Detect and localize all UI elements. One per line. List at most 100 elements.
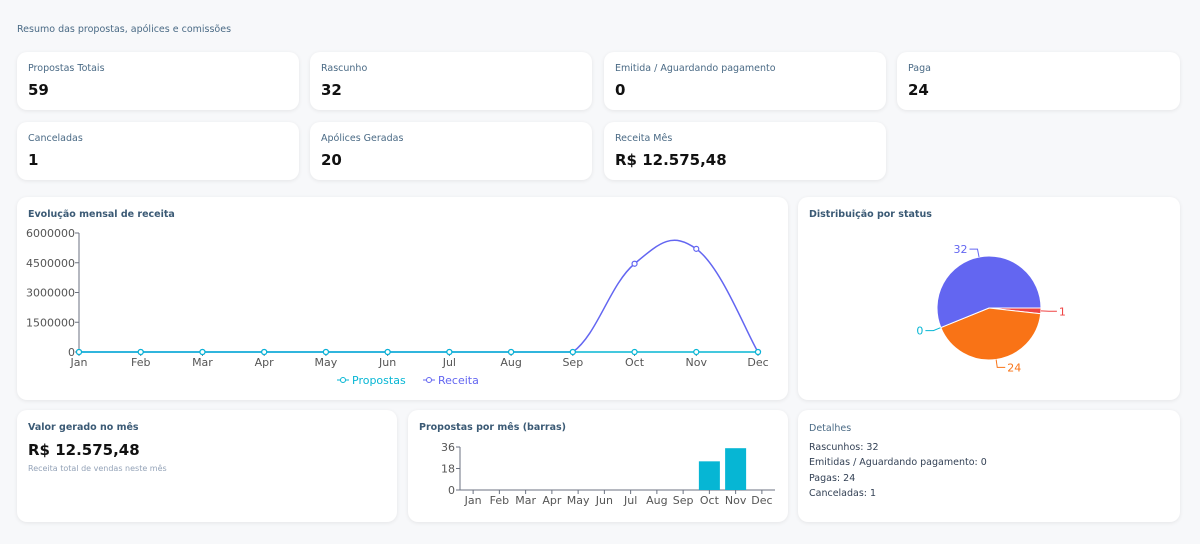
- kpi-label: Propostas Totais: [28, 63, 105, 74]
- x-tick-label: Jun: [378, 356, 396, 369]
- legend-marker-dot: [426, 377, 432, 383]
- data-point: [75, 348, 83, 356]
- pie-label-line: [925, 327, 942, 332]
- pie-chart-card: Distribuição por status 1 24 0 32: [798, 197, 1180, 400]
- series-line-receita: [79, 239, 759, 353]
- x-tick-label: Jan: [464, 494, 482, 507]
- kpi-label: Receita Mês: [615, 133, 673, 144]
- pie-label: 1: [1059, 305, 1066, 318]
- x-tick-label: Jul: [442, 356, 456, 369]
- x-tick-label: Jun: [595, 494, 613, 507]
- x-tick-label: Mar: [192, 356, 213, 369]
- x-tick-label: Apr: [542, 494, 562, 507]
- kpi-card-apolices: Apólices Geradas 20: [310, 122, 592, 180]
- x-tick-label: Jul: [623, 494, 637, 507]
- pie-slice: [940, 307, 1042, 361]
- x-tick-label: Jan: [70, 356, 88, 369]
- line-chart-card: Evolução mensal de receita 0 1500000 30000…: [17, 197, 788, 400]
- data-point: [693, 245, 700, 252]
- y-tick-label: 1500000: [26, 316, 75, 329]
- kpi-card-receita-mes: Receita Mês R$ 12.575,48: [604, 122, 886, 180]
- detalhes-line: Pagas: 24: [809, 473, 856, 484]
- bar: [698, 461, 720, 490]
- x-tick-label: Dec: [747, 356, 768, 369]
- pie-label: 32: [953, 243, 967, 256]
- pie-label-line: [995, 359, 1006, 368]
- detalhes-line: Canceladas: 1: [809, 488, 877, 499]
- pie-label: 0: [916, 325, 923, 338]
- y-tick-label: 3000000: [26, 287, 75, 300]
- data-point: [569, 348, 576, 356]
- kpi-label: Canceladas: [28, 133, 83, 144]
- line-chart: 0 1500000 3000000 4500000 6000000 Jan Feb Mar Ap…: [26, 227, 769, 387]
- x-tick-label: Dec: [751, 494, 772, 507]
- x-tick-label: Feb: [490, 494, 509, 507]
- pie-chart: 1 24 0 32: [916, 243, 1066, 374]
- detalhes-title: Detalhes: [809, 423, 852, 434]
- detalhes-line: Rascunhos: 32: [809, 442, 879, 453]
- x-tick-label: Apr: [255, 356, 275, 369]
- valor-value: R$ 12.575,48: [28, 441, 140, 459]
- kpi-card-canceladas: Canceladas 1: [17, 122, 299, 180]
- data-point: [631, 348, 638, 356]
- legend-label-receita: Receita: [438, 374, 479, 387]
- kpi-value: 59: [28, 81, 49, 99]
- valor-title: Valor gerado no mês: [28, 422, 139, 433]
- data-point: [754, 348, 762, 356]
- x-tick-label: Aug: [500, 356, 521, 369]
- data-point: [261, 348, 268, 356]
- valor-note: Receita total de vendas neste mês: [28, 464, 167, 473]
- legend-label-propostas: Propostas: [352, 374, 406, 387]
- x-tick-label: Sep: [673, 494, 694, 507]
- detalhes-card: Detalhes Rascunhos: 32 Emitidas / Aguard…: [798, 410, 1180, 522]
- pie-slice: [936, 255, 1042, 329]
- kpi-card-emitida: Emitida / Aguardando pagamento 0: [604, 52, 886, 110]
- kpi-card-rascunho: Rascunho 32: [310, 52, 592, 110]
- x-tick-label: Aug: [646, 494, 667, 507]
- kpi-label: Paga: [908, 63, 931, 74]
- kpi-label: Rascunho: [321, 63, 368, 74]
- data-point: [631, 260, 638, 267]
- kpi-value: 32: [321, 81, 342, 99]
- x-tick-label: Feb: [131, 356, 150, 369]
- bar-chart: 0 18 36 Jan Feb Mar Apr May Jun Jul Aug Sep Oct Nov De…: [441, 441, 775, 507]
- y-tick-label: 36: [441, 441, 455, 454]
- kpi-value: 0: [615, 81, 626, 99]
- kpi-label: Emitida / Aguardando pagamento: [615, 63, 776, 74]
- y-tick-label: 6000000: [26, 227, 75, 240]
- data-point: [199, 348, 206, 356]
- y-tick-label: 0: [68, 346, 75, 359]
- kpi-value: 1: [28, 151, 39, 169]
- data-point: [137, 348, 144, 356]
- data-point: [384, 348, 391, 356]
- kpi-card-propostas-totais: Propostas Totais 59: [17, 52, 299, 110]
- pie-label: 24: [1007, 361, 1021, 374]
- chart-title: Evolução mensal de receita: [28, 209, 175, 220]
- data-point: [507, 348, 515, 356]
- x-tick-label: Sep: [562, 356, 583, 369]
- y-tick-label: 0: [448, 484, 455, 497]
- bar-chart-card: Propostas por mês (barras) 0 18 36 Jan Feb Ma…: [408, 410, 788, 522]
- valor-card: Valor gerado no mês R$ 12.575,48 Receita…: [17, 410, 397, 522]
- y-tick-label: 18: [441, 463, 455, 476]
- kpi-value: R$ 12.575,48: [615, 151, 727, 169]
- bar: [725, 448, 747, 490]
- chart-title: Propostas por mês (barras): [419, 422, 567, 433]
- x-tick-label: May: [315, 356, 338, 369]
- detalhes-line: Emitidas / Aguardando pagamento: 0: [809, 457, 987, 468]
- x-tick-label: Oct: [625, 356, 645, 369]
- kpi-label: Apólices Geradas: [321, 133, 404, 144]
- x-tick-label: May: [567, 494, 590, 507]
- kpi-value: 20: [321, 151, 342, 169]
- y-tick-label: 4500000: [26, 257, 75, 270]
- data-point: [446, 348, 453, 356]
- data-point: [693, 348, 700, 356]
- x-tick-label: Oct: [700, 494, 720, 507]
- pie-label-line: [969, 248, 980, 258]
- x-tick-label: Nov: [686, 356, 708, 369]
- page-subtitle: Resumo das propostas, apólices e comissõ…: [17, 24, 232, 35]
- kpi-card-paga: Paga 24: [897, 52, 1180, 110]
- x-tick-label: Nov: [725, 494, 747, 507]
- chart-title: Distribuição por status: [809, 209, 932, 220]
- data-point: [322, 348, 330, 356]
